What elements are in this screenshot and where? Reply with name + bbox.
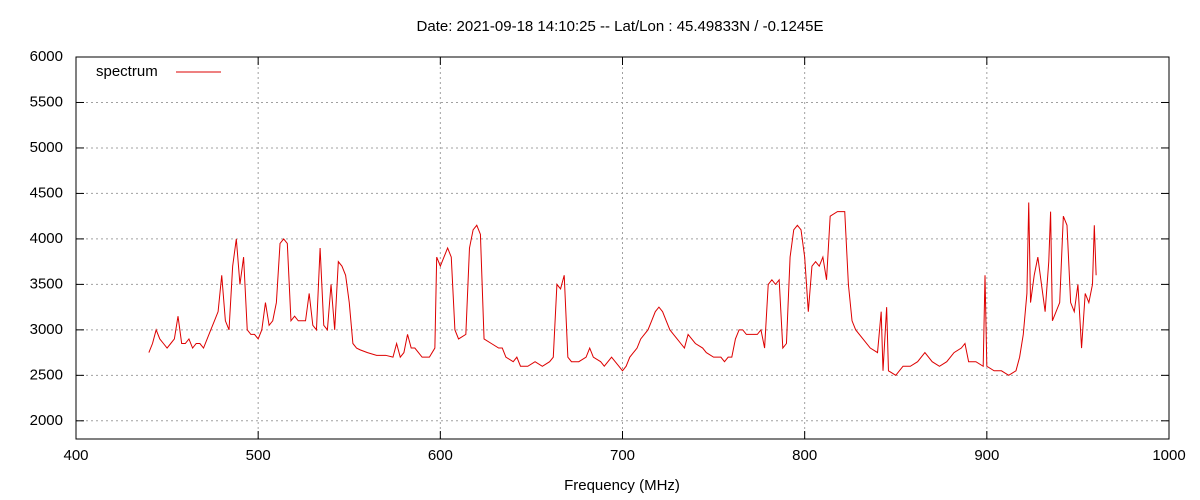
x-tick-label: 1000 <box>1152 447 1185 464</box>
y-tick-label: 3000 <box>30 321 63 338</box>
legend-label: spectrum <box>96 63 158 80</box>
x-tick-label: 800 <box>792 447 817 464</box>
y-tick-label: 5000 <box>30 139 63 156</box>
y-tick-label: 5500 <box>30 93 63 110</box>
x-tick-label: 400 <box>63 447 88 464</box>
y-tick-label: 3500 <box>30 275 63 292</box>
plot-frame <box>75 56 1170 440</box>
y-tick-label: 6000 <box>30 48 63 65</box>
y-tick-label: 4000 <box>30 230 63 247</box>
y-tick-label: 2500 <box>30 366 63 383</box>
x-tick-label: 500 <box>246 447 271 464</box>
spectrum-line <box>148 202 1097 376</box>
x-tick-label: 700 <box>610 447 635 464</box>
x-tick-label: 900 <box>974 447 999 464</box>
x-axis-label: Frequency (MHz) <box>564 477 680 494</box>
y-tick-label: 2000 <box>30 412 63 429</box>
y-tick-label: 4500 <box>30 184 63 201</box>
x-tick-label: 600 <box>428 447 453 464</box>
chart-title: Date: 2021-09-18 14:10:25 -- Lat/Lon : 4… <box>417 18 824 35</box>
